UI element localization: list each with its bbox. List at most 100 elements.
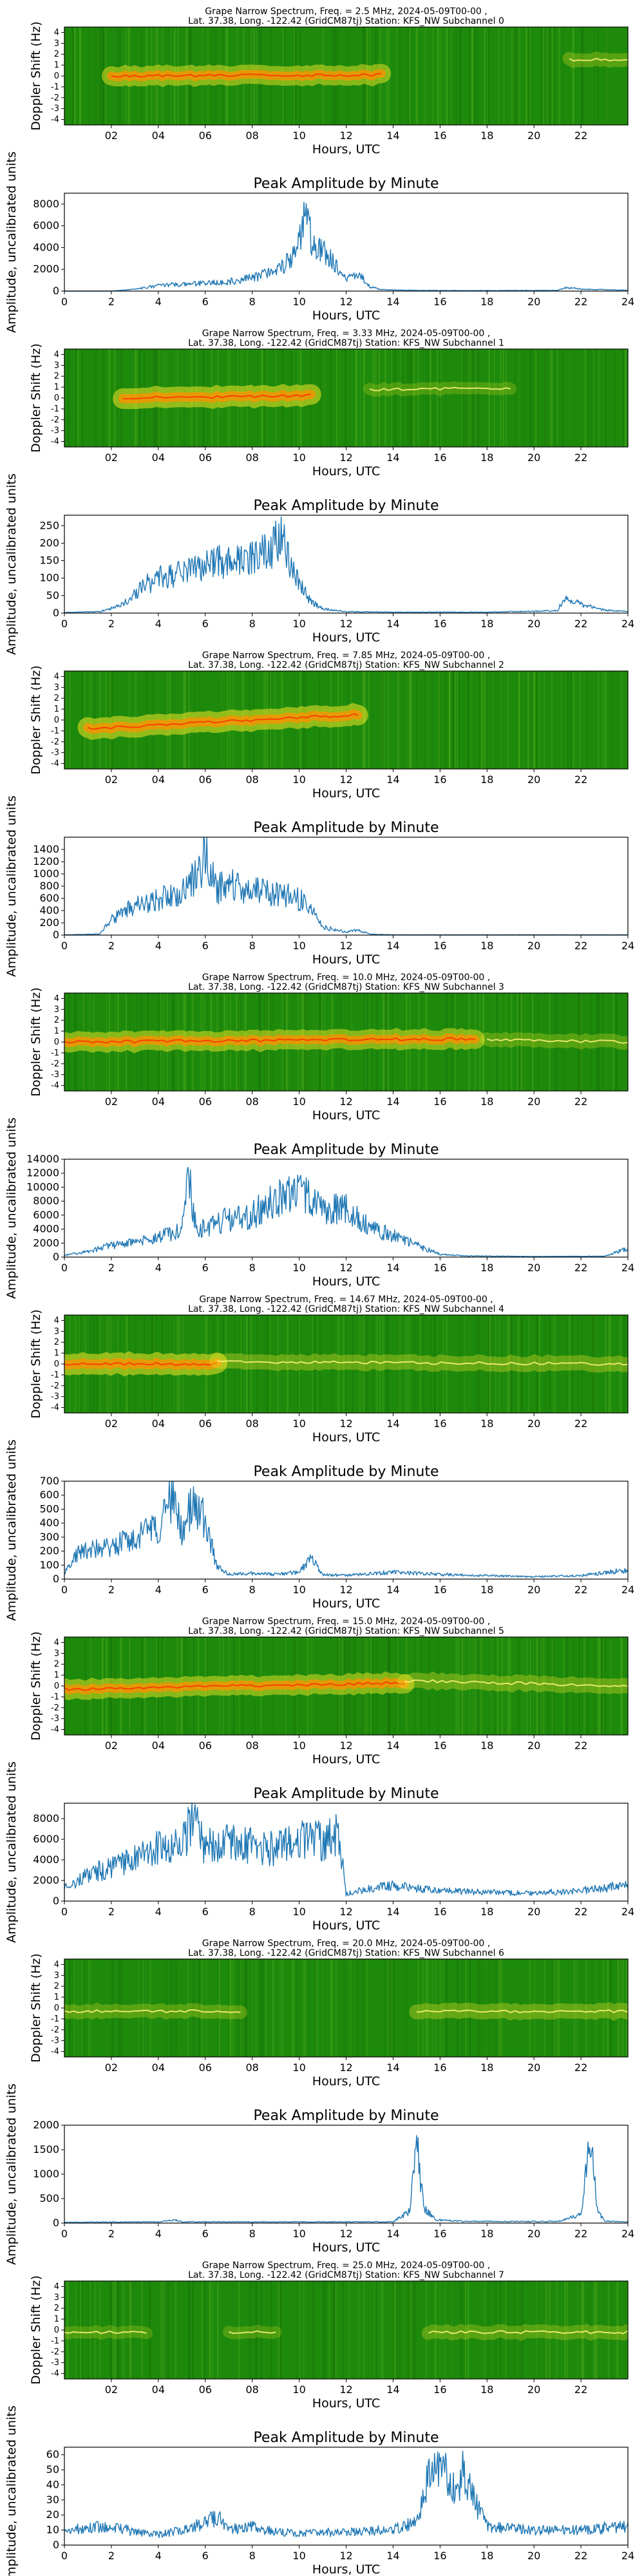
noise-striation: [545, 349, 547, 447]
noise-striation: [457, 1959, 459, 2057]
noise-striation: [346, 1959, 349, 2057]
noise-striation: [205, 2281, 207, 2379]
noise-striation: [398, 1315, 400, 1413]
noise-striation: [398, 1315, 401, 1413]
noise-striation: [473, 1637, 475, 1735]
trace-center: [64, 1037, 476, 1044]
y-tick-label: -3: [51, 2036, 59, 2046]
noise-striation: [412, 2281, 413, 2379]
x-tick-label: 20: [527, 618, 540, 630]
noise-striation: [581, 1637, 583, 1735]
x-tick-label: 14: [386, 1906, 399, 1918]
noise-striation: [592, 1315, 594, 1413]
x-tick-label: 12: [339, 618, 352, 630]
amplitude-frame: [64, 1803, 629, 1902]
noise-striation: [256, 1315, 258, 1413]
noise-striation: [513, 2281, 515, 2379]
y-tick-label: 400: [39, 1517, 59, 1529]
spectrogram-image: [64, 1315, 628, 1413]
x-tick-label: 2: [108, 2550, 115, 2562]
noise-striation: [462, 349, 463, 447]
x-tick-label: 04: [152, 129, 165, 142]
noise-striation: [516, 993, 518, 1091]
spectrogram-subtitle: Lat. 37.38, Long. -122.42 (GridCM87tj) S…: [188, 1626, 504, 1636]
noise-striation: [128, 2281, 131, 2379]
x-tick-label: 14: [386, 1095, 399, 1108]
noise-striation: [623, 1959, 625, 2057]
noise-striation: [308, 1959, 310, 2057]
noise-striation: [532, 1637, 533, 1735]
x-tick-label: 12: [339, 296, 352, 308]
y-tick-label: 1500: [33, 2143, 59, 2155]
noise-striation: [425, 2281, 426, 2379]
noise-striation: [592, 1315, 594, 1413]
noise-striation: [292, 1315, 294, 1413]
noise-striation: [239, 1315, 240, 1413]
x-tick-label: 0: [61, 1584, 68, 1596]
noise-striation: [551, 1637, 553, 1735]
noise-striation: [314, 1315, 316, 1413]
noise-striation: [508, 671, 509, 769]
x-tick-label: 08: [245, 1095, 258, 1108]
x-tick-label: 10: [292, 2061, 305, 2074]
noise-striation: [534, 671, 536, 769]
noise-striation: [486, 671, 488, 769]
y-tick-label: -4: [51, 1403, 59, 1413]
noise-striation: [497, 1637, 498, 1735]
noise-striation: [133, 2281, 135, 2379]
y-tick-label: -3: [51, 426, 59, 436]
noise-striation: [263, 1315, 265, 1413]
spectrogram-image: [64, 993, 628, 1091]
noise-striation: [440, 27, 441, 125]
noise-striation: [461, 1637, 464, 1735]
noise-striation: [419, 1315, 421, 1413]
noise-striation: [495, 2281, 497, 2379]
x-tick-label: 0: [61, 618, 68, 630]
y-axis-label: Amplitude, uncalibrated units: [5, 2405, 19, 2576]
noise-striation: [87, 2281, 90, 2379]
noise-striation: [422, 1315, 424, 1413]
y-tick-label: 6000: [33, 220, 59, 232]
x-tick-label: 16: [433, 2228, 446, 2240]
y-tick-label: 3: [54, 1005, 59, 1014]
x-tick-label: 20: [527, 1095, 540, 1108]
x-tick-label: 02: [105, 2061, 118, 2074]
y-tick-label: 2000: [33, 1236, 59, 1249]
y-tick-label: 0: [53, 1895, 59, 1907]
x-tick-label: 02: [105, 773, 118, 786]
noise-striation: [238, 1959, 239, 2057]
noise-striation: [617, 1959, 620, 2057]
noise-striation: [415, 1637, 417, 1735]
noise-striation: [509, 1637, 511, 1735]
y-tick-label: 2: [54, 1016, 59, 1025]
spectrogram-title: Grape Narrow Spectrum, Freq. = 15.0 MHz,…: [202, 1616, 490, 1627]
noise-striation: [467, 2281, 469, 2379]
x-tick-label: 22: [574, 1584, 587, 1596]
noise-striation: [467, 2281, 469, 2379]
noise-striation: [573, 671, 574, 769]
noise-striation: [81, 1959, 83, 2057]
x-tick-label: 16: [433, 2061, 446, 2074]
noise-striation: [529, 349, 531, 447]
trace-center: [569, 57, 628, 62]
noise-striation: [594, 2281, 596, 2379]
noise-striation: [493, 671, 494, 769]
noise-striation: [616, 2281, 619, 2379]
noise-striation: [80, 27, 81, 125]
noise-striation: [432, 27, 434, 125]
noise-striation: [473, 349, 475, 447]
x-tick-label: 2: [108, 1906, 115, 1918]
noise-striation: [515, 27, 517, 125]
noise-striation: [83, 1959, 85, 2057]
noise-striation: [497, 1637, 498, 1735]
x-tick-label: 4: [155, 2228, 162, 2240]
noise-striation: [446, 1959, 448, 2057]
x-tick-label: 6: [202, 618, 209, 630]
noise-striation: [304, 1959, 307, 2057]
noise-striation: [204, 2281, 205, 2379]
trace-center: [428, 2330, 628, 2334]
x-tick-label: 24: [621, 940, 634, 952]
x-tick-label: 08: [245, 2061, 258, 2074]
noise-striation: [622, 349, 624, 447]
